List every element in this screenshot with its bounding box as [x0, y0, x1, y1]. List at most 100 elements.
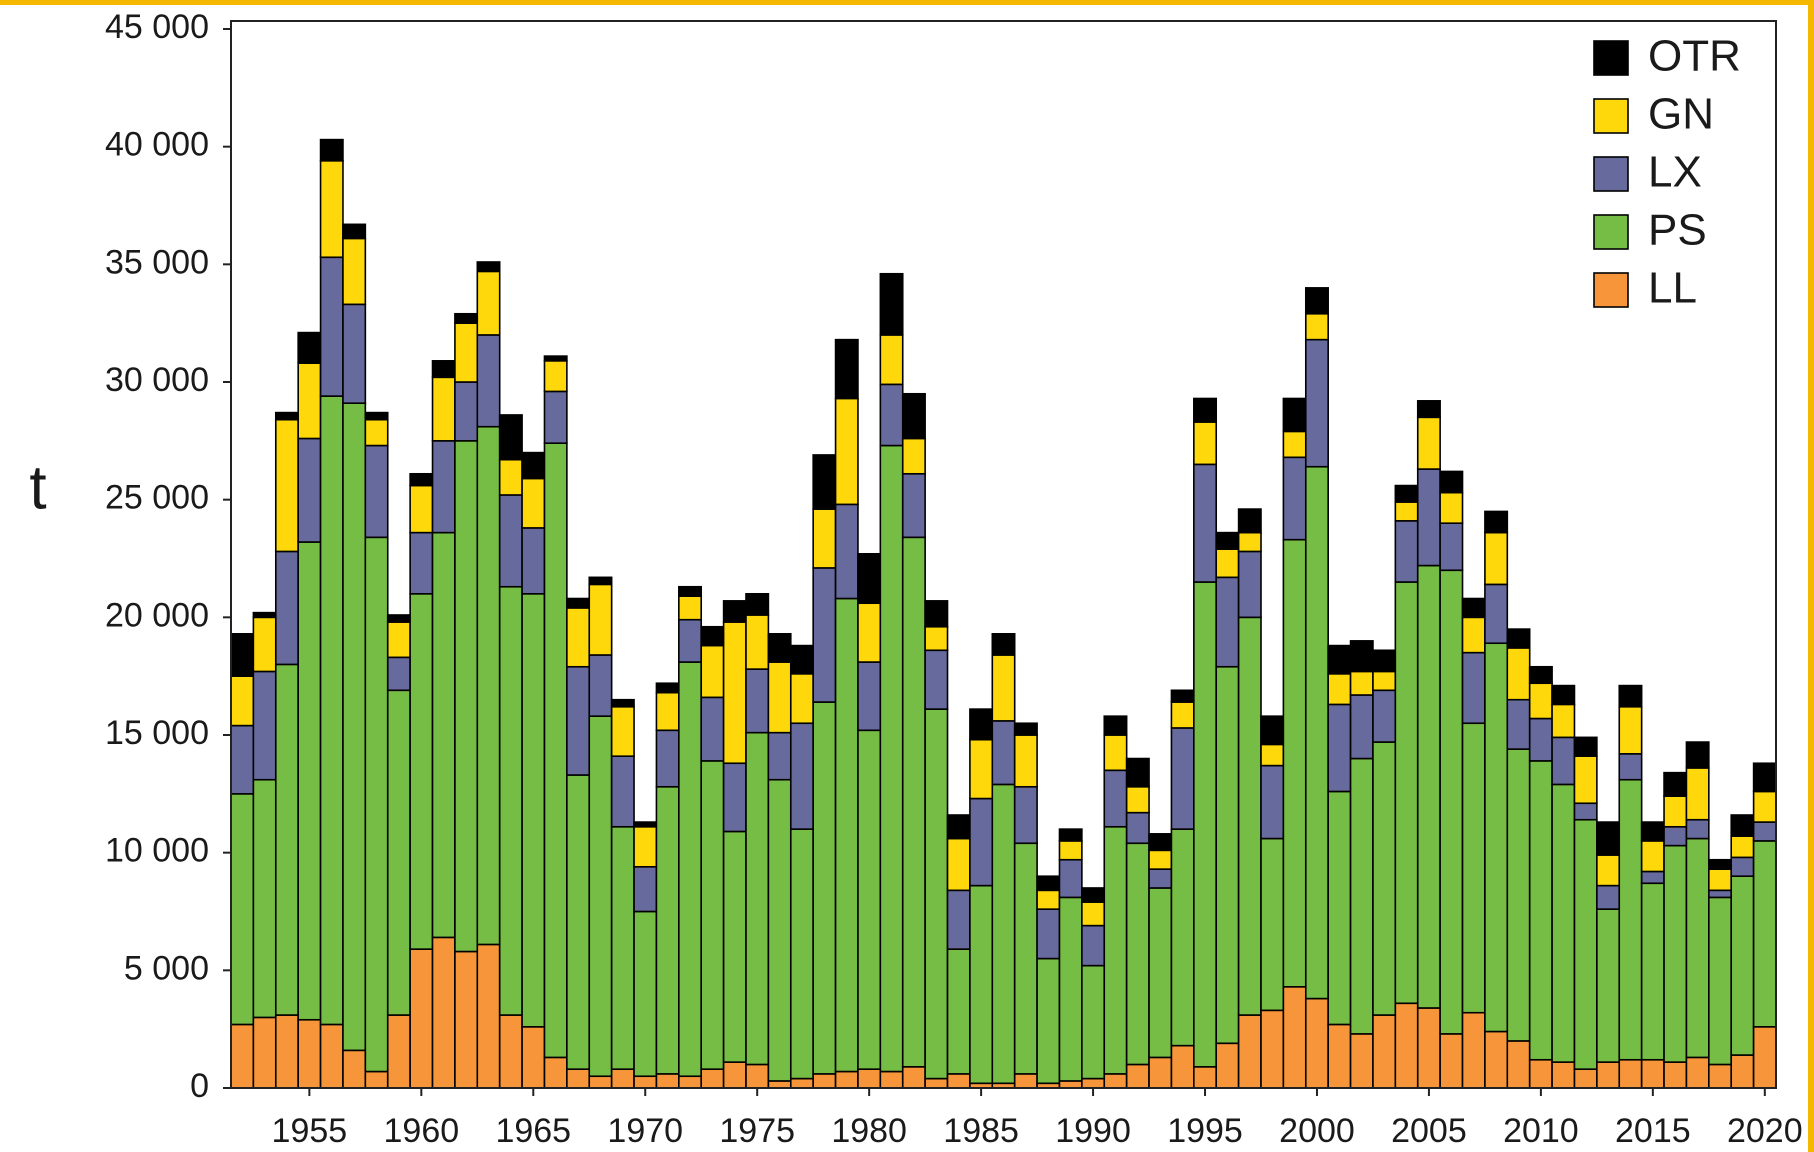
bar-segment	[1439, 569, 1464, 1035]
bar-segment	[1439, 1033, 1464, 1089]
bar-segment	[991, 633, 1016, 656]
bar-segment	[1618, 705, 1643, 755]
bar-segment	[633, 910, 658, 1078]
bar-segment	[1573, 802, 1598, 821]
bar-segment	[1282, 430, 1307, 459]
bar-segment	[1193, 397, 1218, 423]
bar-segment	[1081, 1077, 1106, 1089]
bar-segment	[588, 654, 613, 717]
bar-segment	[1461, 597, 1486, 619]
bar-segment	[991, 720, 1016, 786]
bar-segment	[1640, 1058, 1665, 1089]
bar-segment	[722, 600, 747, 623]
bar-segment	[1013, 734, 1038, 788]
bar-segment	[1081, 924, 1106, 967]
bar-segment	[834, 397, 859, 506]
bar-segment	[476, 261, 501, 273]
bar-segment	[297, 541, 322, 1021]
bar-segment	[901, 1066, 926, 1089]
bar-segment	[1282, 397, 1307, 433]
bar-segment	[274, 663, 299, 1016]
bar-segment	[1036, 957, 1061, 1085]
y-tick-label: 20 000	[105, 596, 209, 634]
bar-segment	[610, 698, 635, 708]
legend-swatch	[1593, 98, 1629, 134]
bar-segment	[924, 708, 949, 1080]
bar-segment	[857, 661, 882, 732]
bar-segment	[678, 661, 703, 1078]
bar-segment	[969, 797, 994, 887]
bar-segment	[364, 536, 389, 1073]
bar-segment	[812, 567, 837, 703]
bar-segment	[1327, 790, 1352, 1026]
bar-segment	[946, 948, 971, 1075]
bar-segment	[1730, 1054, 1755, 1089]
bar-segment	[1484, 583, 1509, 645]
y-tick-label: 45 000	[105, 8, 209, 46]
bar-segment	[1663, 771, 1688, 797]
bar-segment	[454, 322, 479, 383]
bar-segment	[1528, 1058, 1553, 1089]
bar-segment	[1708, 896, 1733, 1066]
bar-segment	[834, 503, 859, 600]
bar-segment	[946, 814, 971, 840]
bar-segment	[1618, 1058, 1643, 1089]
bar-segment	[364, 411, 389, 421]
bar-segment	[1640, 882, 1665, 1061]
bar-segment	[1551, 684, 1576, 706]
bar-segment	[319, 159, 344, 259]
bar-segment	[1528, 665, 1553, 685]
legend-swatch	[1593, 214, 1629, 250]
bar-segment	[230, 1023, 255, 1089]
legend-swatch	[1593, 40, 1629, 76]
bar-segment	[521, 477, 546, 529]
bar-segment	[1013, 785, 1038, 845]
bar-segment	[476, 334, 501, 428]
bar-segment	[1170, 828, 1195, 1047]
bar-segment	[1439, 491, 1464, 524]
bar-segment	[1685, 837, 1710, 1059]
bar-segment	[1416, 416, 1441, 470]
bar-segment	[1125, 757, 1150, 788]
top-stripe	[0, 0, 1814, 5]
bar-segment	[1618, 778, 1643, 1061]
bar-segment	[230, 675, 255, 727]
bar-segment	[1237, 616, 1262, 1016]
bar-segment	[1506, 628, 1531, 649]
bar-segment	[1304, 997, 1329, 1089]
bar-segment	[924, 625, 949, 652]
bar-segment	[342, 1049, 367, 1089]
bar-segment	[1260, 764, 1285, 840]
bar-segment	[543, 360, 568, 393]
bar-segment	[610, 755, 635, 828]
bar-segment	[700, 644, 725, 699]
bar-segment	[498, 1014, 523, 1089]
bar-segment	[1103, 715, 1128, 736]
bar-segment	[1394, 501, 1419, 522]
bar-segment	[1260, 715, 1285, 746]
bar-segment	[1640, 870, 1665, 885]
bar-segment	[1752, 790, 1777, 823]
bar-segment	[1282, 986, 1307, 1089]
bar-segment	[454, 440, 479, 953]
x-tick-label: 2020	[1727, 1112, 1803, 1150]
bar-segment	[297, 331, 322, 364]
bar-segment	[566, 597, 591, 609]
bar-segment	[521, 451, 546, 480]
bar-segment	[857, 1068, 882, 1089]
bar-segment	[700, 760, 725, 1070]
bar-segment	[946, 889, 971, 950]
bar-segment	[1215, 531, 1240, 550]
bar-segment	[1013, 1073, 1038, 1089]
bar-segment	[1685, 1056, 1710, 1089]
bar-segment	[342, 303, 367, 404]
bar-segment	[1148, 849, 1173, 870]
bar-segment	[678, 1075, 703, 1089]
bar-segment	[297, 437, 322, 543]
bar-segment	[767, 633, 792, 663]
x-tick-label: 1985	[943, 1112, 1019, 1150]
legend-swatch	[1593, 272, 1629, 308]
bar-segment	[431, 440, 456, 534]
bar-segment	[834, 338, 859, 400]
bar-segment	[1148, 887, 1173, 1059]
